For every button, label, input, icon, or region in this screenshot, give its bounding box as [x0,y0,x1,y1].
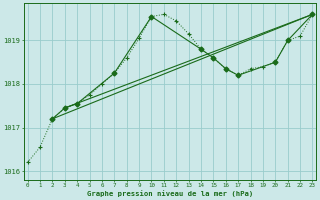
X-axis label: Graphe pression niveau de la mer (hPa): Graphe pression niveau de la mer (hPa) [87,190,253,197]
